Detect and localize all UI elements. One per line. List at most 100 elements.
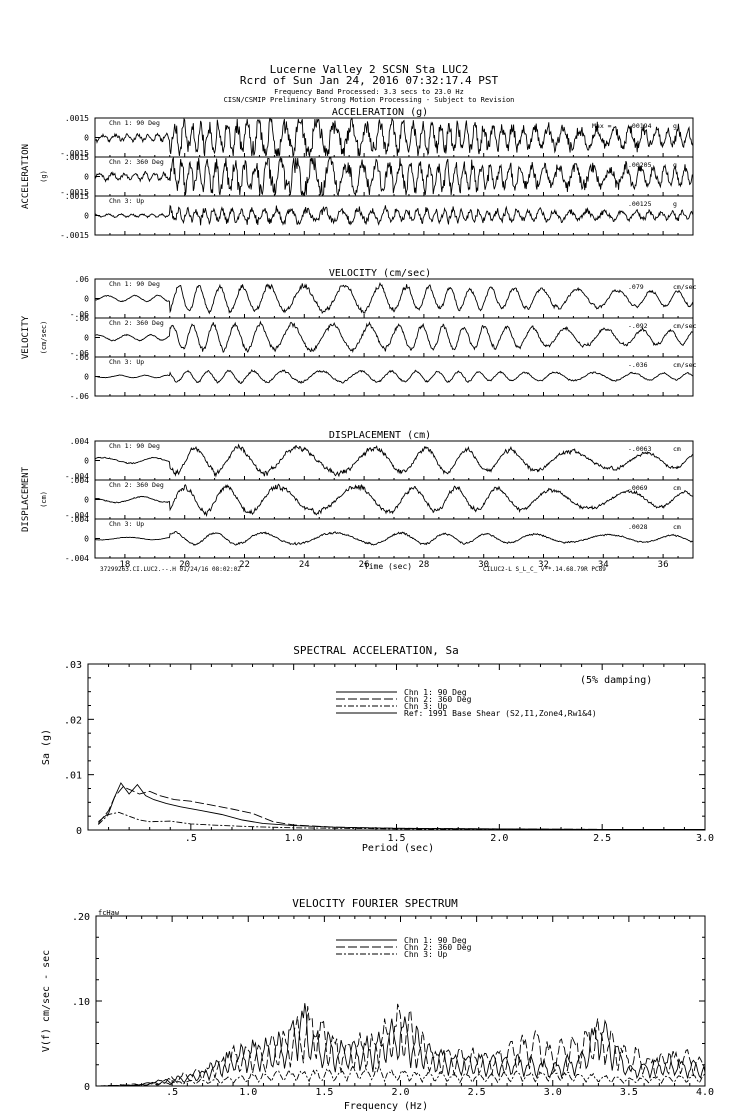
trace-frame <box>94 440 694 481</box>
fs-xtick-label: .5 <box>166 1087 178 1098</box>
ytick-label: .06 <box>75 275 90 284</box>
peak-value: .0028 <box>628 523 648 531</box>
sa-title: SPECTRAL ACCELERATION, Sa <box>293 644 459 657</box>
xtick-label: 34 <box>598 560 609 570</box>
sa-series-line <box>97 811 705 830</box>
max-label: Max = <box>592 122 612 130</box>
sa-xtick-label: 1.5 <box>387 833 405 844</box>
sa-ytick-label: .01 <box>64 771 82 782</box>
ytick-label: .0015 <box>65 192 89 201</box>
peak-value: .079 <box>628 283 644 291</box>
peak-value: -.036 <box>628 361 648 369</box>
panel-ylabel: VELOCITY <box>21 315 31 359</box>
ytick-label: .06 <box>75 314 90 323</box>
ytick-label: .004 <box>70 476 89 485</box>
ytick-label: -.004 <box>65 472 89 481</box>
ytick-label: -.0015 <box>60 149 89 158</box>
channel-label: Chn 2: 360 Deg <box>109 319 164 327</box>
ytick-label: 0 <box>84 295 89 304</box>
fs-corner-label: fcHaw <box>98 909 120 917</box>
peak-value: -.092 <box>628 322 648 330</box>
xtick-label: 32 <box>538 560 549 570</box>
panel-ylabel: ACCELERATION <box>21 144 31 209</box>
sa-xtick-label: 2.0 <box>490 833 508 844</box>
frequency-band: Frequency Band Processed: 3.3 secs to 23… <box>274 88 464 96</box>
ytick-label: -.06 <box>70 310 89 319</box>
fs-xlabel: Frequency (Hz) <box>344 1101 428 1112</box>
fs-legend-label: Chn 2: 360 Deg <box>404 943 472 952</box>
sa-series-line <box>97 786 705 830</box>
fs-xtick-label: 1.5 <box>315 1087 333 1098</box>
sa-legend-label: Chn 2: 360 Deg <box>404 695 472 704</box>
ytick-label: -.06 <box>70 349 89 358</box>
peak-unit: cm <box>673 523 681 531</box>
ytick-label: 0 <box>84 535 89 544</box>
channel-label: Chn 3: Up <box>109 358 144 366</box>
xtick-label: 36 <box>658 560 669 570</box>
ytick-label: .06 <box>75 353 90 362</box>
trace-frame <box>94 356 694 397</box>
peak-unit: g <box>673 200 677 208</box>
fs-legend-label: Chn 1: 90 Deg <box>404 936 467 945</box>
peak-unit: cm <box>673 484 681 492</box>
sa-xtick-label: 1.0 <box>285 833 303 844</box>
fs-series-line <box>96 1065 706 1087</box>
fs-legend-label: Chn 3: Up <box>404 950 448 959</box>
sa-xtick-label: 2.5 <box>593 833 611 844</box>
ytick-label: 0 <box>84 457 89 466</box>
sa-legend-label: Chn 1: 90 Deg <box>404 688 467 697</box>
x-axis-label: Time (sec) <box>364 562 412 571</box>
channel-label: Chn 2: 360 Deg <box>109 481 164 489</box>
peak-value: .00194 <box>628 122 652 130</box>
trace-line <box>95 483 694 518</box>
fs-xtick-label: 2.5 <box>468 1087 486 1098</box>
peak-unit: g <box>673 161 677 169</box>
ytick-label: -.004 <box>65 554 89 563</box>
ytick-label: -.004 <box>65 511 89 520</box>
channel-label: Chn 1: 90 Deg <box>109 119 160 127</box>
trace-line <box>94 156 694 197</box>
ytick-label: -.0015 <box>60 231 89 240</box>
peak-unit: cm <box>673 445 681 453</box>
xtick-label: 24 <box>299 560 310 570</box>
trace-line <box>94 531 693 546</box>
fs-xtick-label: 3.5 <box>620 1087 638 1098</box>
xtick-label: 20 <box>179 560 190 570</box>
sa-xtick-label: 3.0 <box>696 833 714 844</box>
ytick-label: 0 <box>84 173 89 182</box>
peak-unit: cm/sec <box>673 322 697 330</box>
fs-ytick-label: .20 <box>72 912 90 923</box>
ytick-label: .0015 <box>65 153 89 162</box>
sa-ylabel: Sa (g) <box>41 729 52 765</box>
sa-ytick-label: 0 <box>76 826 82 837</box>
channel-label: Chn 1: 90 Deg <box>109 442 160 450</box>
fs-xtick-label: 4.0 <box>696 1087 714 1098</box>
sa-legend-label: Ref: 1991 Base Shear (S2,I1,Zone4,Rw1&4) <box>404 709 597 718</box>
fs-xtick-label: 1.0 <box>239 1087 257 1098</box>
record-time: Rcrd of Sun Jan 24, 2016 07:32:17.4 PST <box>240 74 499 87</box>
fs-ytick-label: 0 <box>84 1082 90 1093</box>
peak-unit: cm/sec <box>673 361 697 369</box>
peak-value: .00125 <box>628 200 652 208</box>
fs-xtick-label: 3.0 <box>544 1087 562 1098</box>
trace-line <box>94 369 694 385</box>
panel-title: DISPLACEMENT (cm) <box>329 430 431 441</box>
sa-ytick-label: .03 <box>64 660 82 671</box>
fourier-spectrum-chart: VELOCITY FOURIER SPECTRUM fcHaw .5 1.0 1.5 2.… <box>41 897 714 1112</box>
trace-line <box>94 117 694 158</box>
ytick-label: .004 <box>70 515 89 524</box>
panel-ylabel: DISPLACEMENT <box>21 466 31 532</box>
trace-frame <box>94 317 694 358</box>
peak-value: -.0063 <box>628 445 652 453</box>
peak-value: .0069 <box>628 484 648 492</box>
ytick-label: .0015 <box>65 114 89 123</box>
peak-unit: cm/sec <box>673 283 697 291</box>
time-series-charts: ACCELERATION (g) ACCELERATION (g) .0015 0 -.0… <box>21 107 697 571</box>
xtick-label: 30 <box>478 560 489 570</box>
damping-note: (5% damping) <box>580 675 652 686</box>
ytick-label: -.0015 <box>60 188 89 197</box>
channel-label: Chn 3: Up <box>109 520 144 528</box>
panel-yunit: (cm/sec) <box>40 321 48 355</box>
station-title: Lucerne Valley 2 SCSN Sta LUC2 <box>270 63 469 76</box>
panel-yunit: (cm) <box>40 491 48 508</box>
